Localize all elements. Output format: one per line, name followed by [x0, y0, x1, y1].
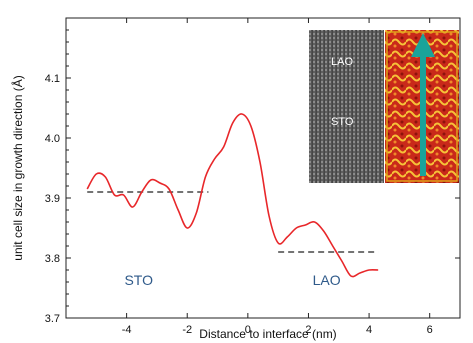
y-tick-label: 3.8 [45, 253, 60, 265]
y-tick-label: 3.9 [45, 193, 60, 205]
plot-frame [65, 17, 461, 319]
x-tick-label: 4 [366, 324, 372, 336]
series-line [86, 113, 379, 278]
x-tick-label: 0 [245, 324, 251, 336]
inset-strain-map-frame [386, 31, 458, 182]
x-tick-label: -4 [122, 324, 132, 336]
inset-label-sto: STO [331, 116, 354, 128]
annotations: STO LAO [124, 272, 340, 288]
y-tick-label: 4.0 [45, 133, 60, 145]
x-tick-label: -2 [182, 324, 192, 336]
region-label: STO [124, 272, 153, 288]
ticks: -4 -2 0 2 4 6 3.7 3.8 3.9 4.0 4.1 [45, 17, 460, 336]
inset-image: LAO STO [309, 30, 459, 183]
y-tick-label: 4.1 [45, 73, 60, 85]
reference-lines [87, 191, 379, 253]
region-label: LAO [313, 272, 341, 288]
x-tick-label: 2 [305, 324, 311, 336]
inset-label-lao: LAO [331, 56, 353, 68]
x-tick-label: 6 [427, 324, 433, 336]
inset-haadf-image [309, 30, 384, 183]
x-axis-title: Distance to interface (nm) [199, 327, 336, 341]
y-tick-label: 3.7 [45, 313, 60, 325]
y-axis-title: unit cell size in growth direction (Å) [10, 75, 25, 260]
